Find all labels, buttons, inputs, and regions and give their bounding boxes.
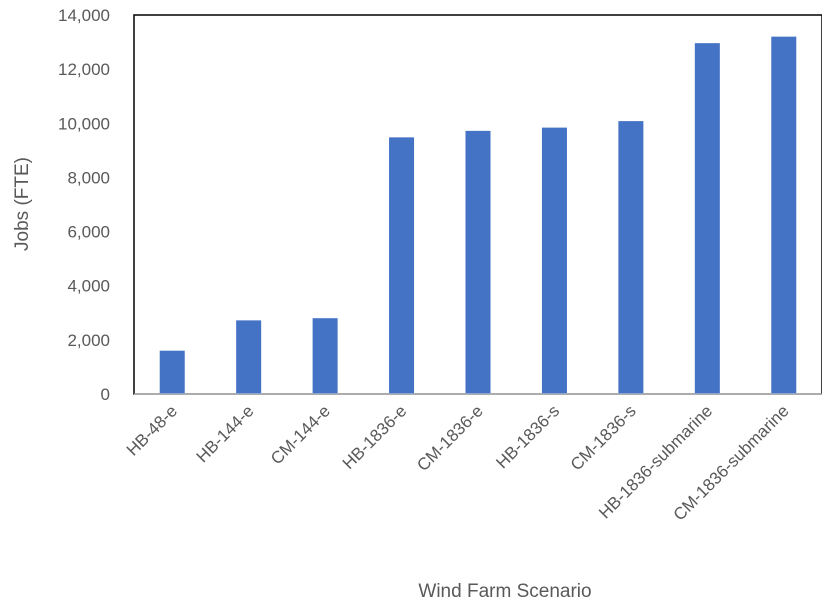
bar — [694, 43, 720, 394]
y-tick-label: 14,000 — [58, 6, 110, 25]
bar — [771, 36, 797, 395]
y-tick-labels: 0 2,000 4,000 6,000 8,000 10,000 12,000 14,000 — [58, 6, 110, 404]
bar — [159, 350, 185, 394]
bar — [389, 137, 415, 394]
y-tick-label: 8,000 — [67, 168, 110, 187]
x-tick-label: HB-1836-e — [339, 401, 411, 473]
y-tick-label: 0 — [101, 385, 110, 404]
y-tick-label: 6,000 — [67, 223, 110, 242]
y-tick-label: 10,000 — [58, 114, 110, 133]
x-tick-labels: HB-48-e HB-144-e CM-144-e HB-1836-e CM-1836-… — [123, 401, 793, 524]
bar — [541, 127, 567, 395]
bars-group — [159, 36, 797, 395]
x-axis-title: Wind Farm Scenario — [418, 581, 591, 602]
bar — [312, 318, 338, 394]
x-tick-label: CM-144-e — [267, 401, 334, 468]
bar — [236, 320, 262, 394]
x-tick-label: HB-144-e — [193, 401, 258, 466]
y-axis-title: Jobs (FTE) — [12, 157, 33, 251]
bar — [618, 121, 644, 395]
x-tick-label: CM-1836-s — [567, 401, 640, 474]
bar — [465, 130, 491, 394]
x-tick-label: HB-1836-s — [492, 401, 563, 472]
y-tick-label: 2,000 — [67, 331, 110, 350]
x-tick-label: CM-1836-e — [413, 401, 487, 475]
y-tick-label: 12,000 — [58, 60, 110, 79]
x-tick-label: HB-48-e — [123, 401, 181, 459]
y-tick-label: 4,000 — [67, 277, 110, 296]
